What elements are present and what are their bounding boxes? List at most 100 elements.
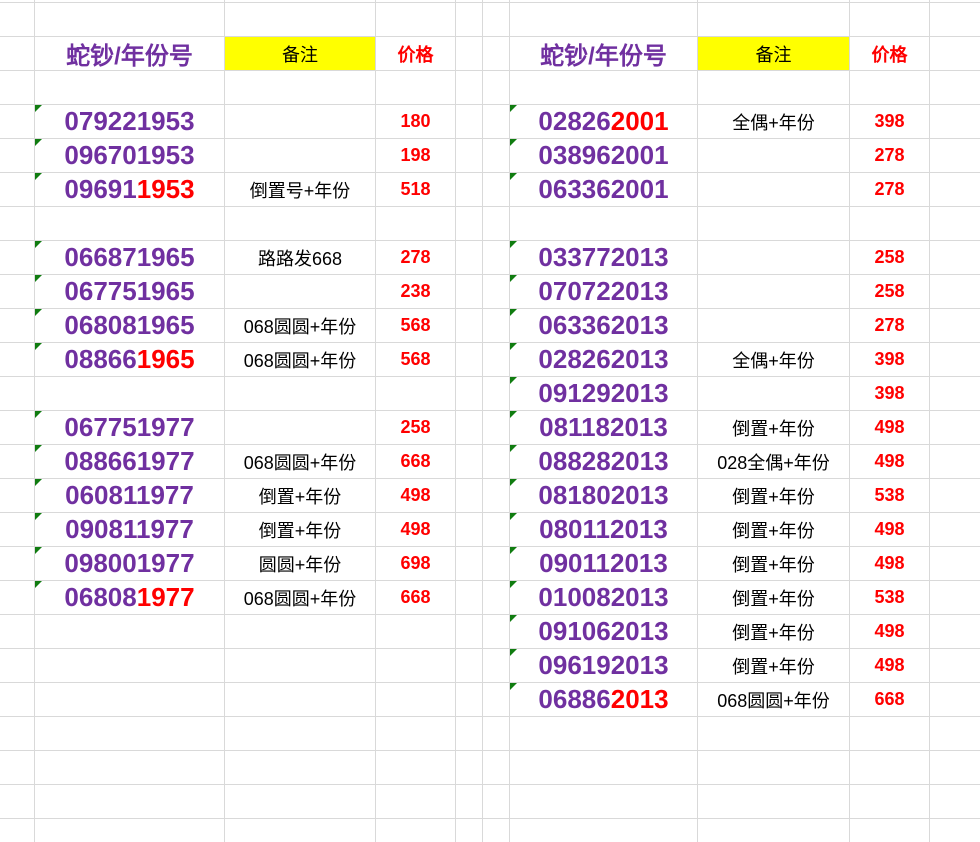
price-cell[interactable]: 538 (874, 485, 905, 505)
header-note[interactable]: 备注 (225, 37, 375, 70)
note-cell[interactable] (698, 309, 849, 342)
header-note[interactable]: 备注 (698, 37, 849, 70)
serial-number-cell[interactable]: 067751965 (35, 275, 224, 308)
serial-number-cell[interactable]: 090811977 (35, 513, 224, 546)
price-cell[interactable]: 518 (400, 179, 431, 199)
note-cell[interactable]: 068圆圆+年份 (243, 350, 357, 371)
serial-number-cell[interactable]: 038962001 (510, 139, 697, 172)
serial-number-cell[interactable]: 096192013 (510, 649, 697, 682)
price-cell[interactable]: 498 (874, 451, 905, 471)
serial-number-cell[interactable]: 02826 2001 (510, 105, 697, 138)
serial-number-cell[interactable]: 028262013 (510, 343, 697, 376)
note-cell[interactable]: 倒置号+年份 (249, 180, 351, 201)
price-cell[interactable]: 278 (874, 315, 905, 335)
note-cell[interactable] (698, 377, 849, 410)
note-cell[interactable]: 全偶+年份 (732, 112, 815, 133)
note-cell[interactable] (698, 173, 849, 206)
serial-number-cell[interactable]: 010082013 (510, 581, 697, 614)
note-cell[interactable]: 倒置+年份 (732, 554, 815, 575)
price-cell[interactable]: 698 (400, 553, 431, 573)
price-cell[interactable]: 498 (874, 553, 905, 573)
serial-number-cell[interactable]: 070722013 (510, 275, 697, 308)
serial-number-cell[interactable]: 080112013 (510, 513, 697, 546)
note-cell[interactable]: 068圆圆+年份 (717, 690, 830, 711)
price-cell[interactable]: 498 (400, 485, 431, 505)
text-number-indicator-icon (510, 479, 517, 486)
serial-number-cell[interactable]: 081182013 (510, 411, 697, 444)
price-cell[interactable]: 278 (400, 247, 431, 267)
serial-number-cell[interactable]: 088282013 (510, 445, 697, 478)
note-cell[interactable]: 圆圆+年份 (258, 554, 342, 575)
serial-number-cell[interactable]: 091292013 (510, 377, 697, 410)
note-cell[interactable]: 路路发668 (257, 248, 343, 269)
note-cell[interactable]: 倒置+年份 (732, 622, 815, 643)
price-cell[interactable]: 398 (874, 111, 905, 131)
price-cell[interactable]: 668 (400, 587, 431, 607)
note-cell[interactable] (225, 275, 375, 308)
note-cell[interactable]: 068圆圆+年份 (243, 316, 357, 337)
note-cell[interactable] (698, 139, 849, 172)
serial-number-cell[interactable]: 098001977 (35, 547, 224, 580)
price-cell[interactable]: 498 (874, 417, 905, 437)
note-cell[interactable]: 倒置+年份 (258, 486, 342, 507)
note-cell[interactable]: 倒置+年份 (732, 520, 815, 541)
price-cell[interactable]: 278 (874, 145, 905, 165)
price-cell[interactable]: 180 (400, 111, 431, 131)
serial-number-cell[interactable]: 068081965 (35, 309, 224, 342)
price-cell[interactable]: 258 (874, 247, 905, 267)
price-cell[interactable]: 538 (874, 587, 905, 607)
serial-number-cell[interactable]: 091062013 (510, 615, 697, 648)
serial-number-cell[interactable]: 067751977 (35, 411, 224, 444)
note-cell[interactable] (225, 105, 375, 138)
serial-number-cell[interactable]: 066871965 (35, 241, 224, 274)
note-cell[interactable] (225, 139, 375, 172)
gridline-horizontal (0, 172, 980, 173)
serial-number-cell[interactable]: 09691 1953 (35, 173, 224, 206)
serial-number-cell[interactable]: 06886 2013 (510, 683, 697, 716)
note-cell[interactable] (698, 241, 849, 274)
price-cell[interactable]: 498 (400, 519, 431, 539)
serial-number-cell[interactable]: 096701953 (35, 139, 224, 172)
header-price[interactable]: 价格 (871, 44, 908, 65)
header-number[interactable]: 蛇钞/年份号 (540, 43, 667, 70)
price-cell[interactable]: 498 (874, 621, 905, 641)
price-cell[interactable]: 398 (874, 383, 905, 403)
price-cell[interactable]: 238 (400, 281, 431, 301)
price-cell[interactable]: 498 (874, 519, 905, 539)
text-number-indicator-icon (35, 479, 42, 486)
serial-number-cell[interactable]: 079221953 (35, 105, 224, 138)
header-price[interactable]: 价格 (397, 44, 434, 65)
note-cell[interactable]: 倒置+年份 (732, 656, 815, 677)
serial-number-cell[interactable]: 088661977 (35, 445, 224, 478)
price-cell[interactable]: 258 (400, 417, 431, 437)
serial-number-cell[interactable]: 090112013 (510, 547, 697, 580)
note-cell[interactable]: 倒置+年份 (258, 520, 342, 541)
serial-number-cell[interactable]: 033772013 (510, 241, 697, 274)
note-cell[interactable]: 倒置+年份 (732, 486, 815, 507)
serial-number-cell[interactable]: 060811977 (35, 479, 224, 512)
price-cell[interactable]: 568 (400, 315, 431, 335)
serial-number-cell[interactable]: 081802013 (510, 479, 697, 512)
note-cell[interactable] (225, 411, 375, 444)
price-cell[interactable]: 258 (874, 281, 905, 301)
note-cell[interactable]: 全偶+年份 (732, 350, 815, 371)
price-cell[interactable]: 198 (400, 145, 431, 165)
price-cell[interactable]: 498 (874, 655, 905, 675)
price-cell[interactable]: 668 (400, 451, 431, 471)
serial-number: 063362013 (538, 310, 669, 340)
note-cell[interactable]: 068圆圆+年份 (243, 452, 357, 473)
note-cell[interactable]: 068圆圆+年份 (243, 588, 357, 609)
header-number[interactable]: 蛇钞/年份号 (66, 43, 193, 70)
note-cell[interactable]: 倒置+年份 (732, 418, 815, 439)
price-cell[interactable]: 398 (874, 349, 905, 369)
price-cell[interactable]: 278 (874, 179, 905, 199)
serial-number-cell[interactable]: 06808 1977 (35, 581, 224, 614)
serial-number-cell[interactable]: 063362013 (510, 309, 697, 342)
serial-number-cell[interactable]: 063362001 (510, 173, 697, 206)
price-cell[interactable]: 668 (874, 689, 905, 709)
price-cell[interactable]: 568 (400, 349, 431, 369)
note-cell[interactable]: 028全偶+年份 (717, 452, 830, 473)
serial-number-cell[interactable]: 08866 1965 (35, 343, 224, 376)
note-cell[interactable]: 倒置+年份 (732, 588, 815, 609)
note-cell[interactable] (698, 275, 849, 308)
